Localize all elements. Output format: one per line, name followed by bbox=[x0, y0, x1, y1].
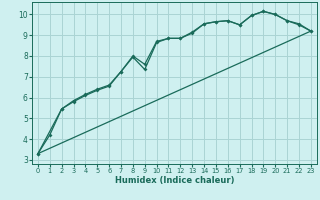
X-axis label: Humidex (Indice chaleur): Humidex (Indice chaleur) bbox=[115, 176, 234, 185]
